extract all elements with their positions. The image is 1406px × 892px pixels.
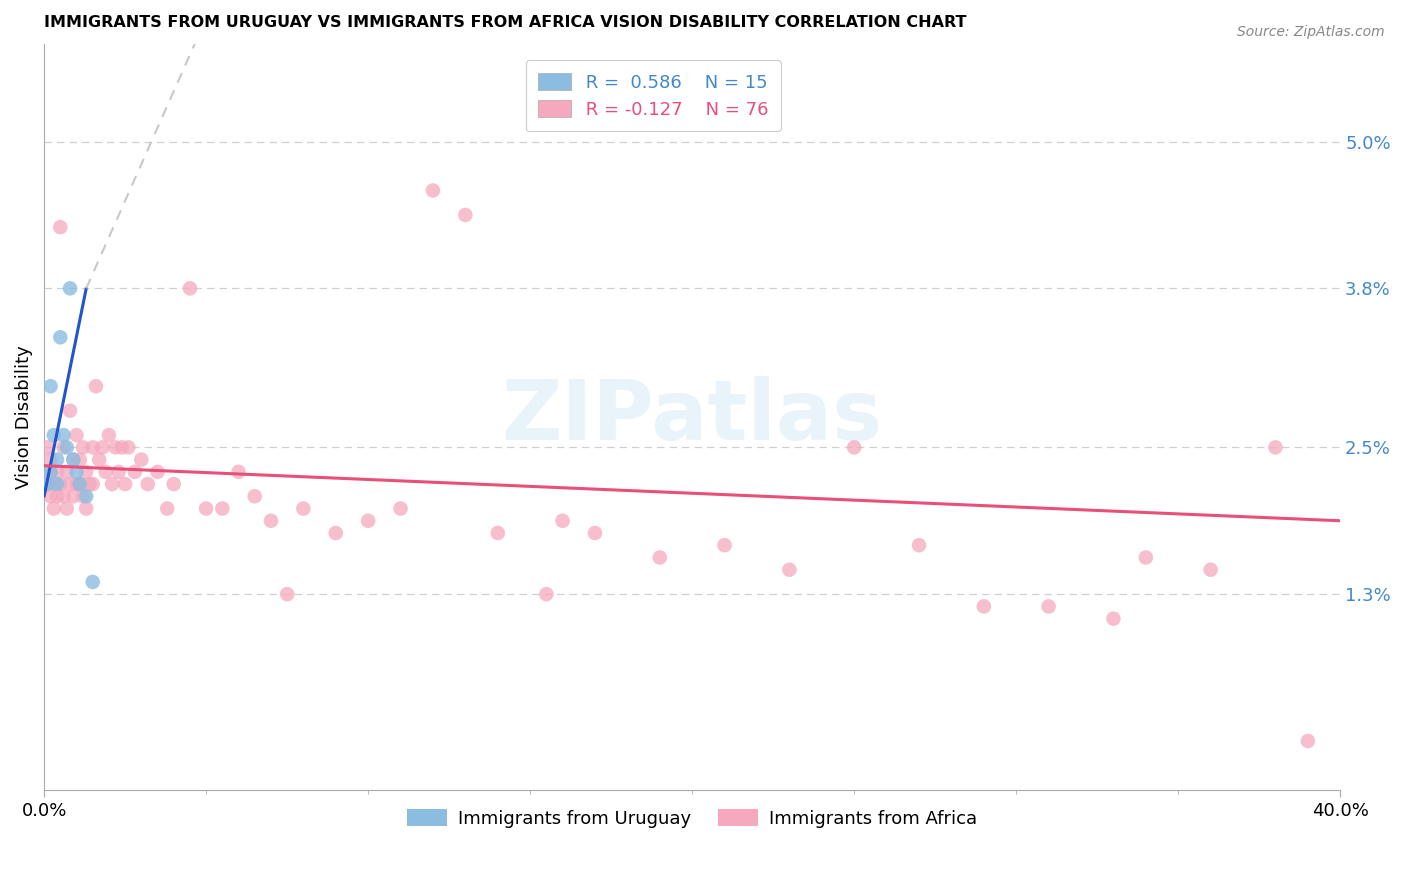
Point (551, 514, 574, 528)
Point (46, 452, 69, 467)
Point (163, 477, 186, 491)
Point (72, 489, 94, 503)
Point (101, 477, 124, 491)
Point (59, 403, 82, 417)
Point (325, 526, 347, 541)
Point (91, 441, 114, 455)
Point (46, 477, 69, 491)
Point (1102, 612, 1125, 626)
Point (65, 477, 87, 491)
Point (37, 477, 59, 491)
Point (39, 465, 62, 479)
Point (59, 281, 82, 295)
Point (89, 452, 111, 467)
Point (37, 441, 59, 455)
Y-axis label: Vision Disability: Vision Disability (15, 345, 32, 489)
Point (84, 379, 107, 393)
Point (228, 465, 250, 479)
Point (49, 220, 72, 235)
Point (276, 587, 298, 601)
Point (56, 465, 79, 479)
Point (156, 501, 179, 516)
Point (111, 441, 134, 455)
Point (97, 428, 120, 442)
Point (1038, 599, 1060, 614)
Point (536, 587, 558, 601)
Point (39, 489, 62, 503)
Point (75, 501, 97, 516)
Point (486, 526, 509, 541)
Point (357, 514, 380, 528)
Point (52, 489, 75, 503)
Point (69, 477, 91, 491)
Point (908, 538, 931, 552)
Point (211, 501, 233, 516)
Text: IMMIGRANTS FROM URUGUAY VS IMMIGRANTS FROM AFRICA VISION DISABILITY CORRELATION : IMMIGRANTS FROM URUGUAY VS IMMIGRANTS FR… (44, 15, 966, 30)
Point (243, 489, 266, 503)
Point (62, 452, 84, 467)
Point (136, 477, 159, 491)
Point (114, 477, 136, 491)
Point (59, 477, 82, 491)
Point (56, 441, 79, 455)
Point (778, 563, 800, 577)
Point (39, 465, 62, 479)
Point (65, 428, 87, 442)
Point (713, 538, 735, 552)
Point (179, 281, 201, 295)
Point (49, 477, 72, 491)
Point (52, 428, 75, 442)
Point (648, 550, 671, 565)
Point (62, 489, 84, 503)
Point (131, 452, 153, 467)
Point (72, 441, 94, 455)
Point (844, 441, 866, 455)
Point (292, 501, 315, 516)
Point (973, 599, 995, 614)
Point (146, 465, 169, 479)
Point (37, 477, 59, 491)
Point (454, 208, 477, 222)
Point (39, 452, 62, 467)
Point (69, 452, 91, 467)
Legend: Immigrants from Uruguay, Immigrants from Africa: Immigrants from Uruguay, Immigrants from… (398, 800, 986, 837)
Point (94, 465, 117, 479)
Point (389, 501, 412, 516)
Point (104, 441, 127, 455)
Point (422, 184, 444, 198)
Point (82, 441, 104, 455)
Point (1135, 550, 1157, 565)
Point (62, 452, 84, 467)
Point (69, 477, 91, 491)
Point (75, 465, 97, 479)
Point (56, 501, 79, 516)
Point (1296, 734, 1319, 748)
Point (42, 428, 65, 442)
Point (39, 379, 62, 393)
Point (195, 501, 218, 516)
Point (107, 465, 129, 479)
Point (82, 477, 104, 491)
Point (124, 465, 146, 479)
Point (42, 501, 65, 516)
Point (46, 465, 69, 479)
Text: ZIPatlas: ZIPatlas (502, 376, 883, 458)
Point (42, 477, 65, 491)
Point (1264, 441, 1286, 455)
Point (1199, 563, 1222, 577)
Point (65, 465, 87, 479)
Point (52, 441, 75, 455)
Point (79, 477, 101, 491)
Point (75, 489, 97, 503)
Point (583, 526, 606, 541)
Point (117, 441, 139, 455)
Text: Source: ZipAtlas.com: Source: ZipAtlas.com (1237, 25, 1385, 39)
Point (82, 574, 104, 589)
Point (260, 514, 283, 528)
Point (49, 330, 72, 344)
Point (46, 489, 69, 503)
